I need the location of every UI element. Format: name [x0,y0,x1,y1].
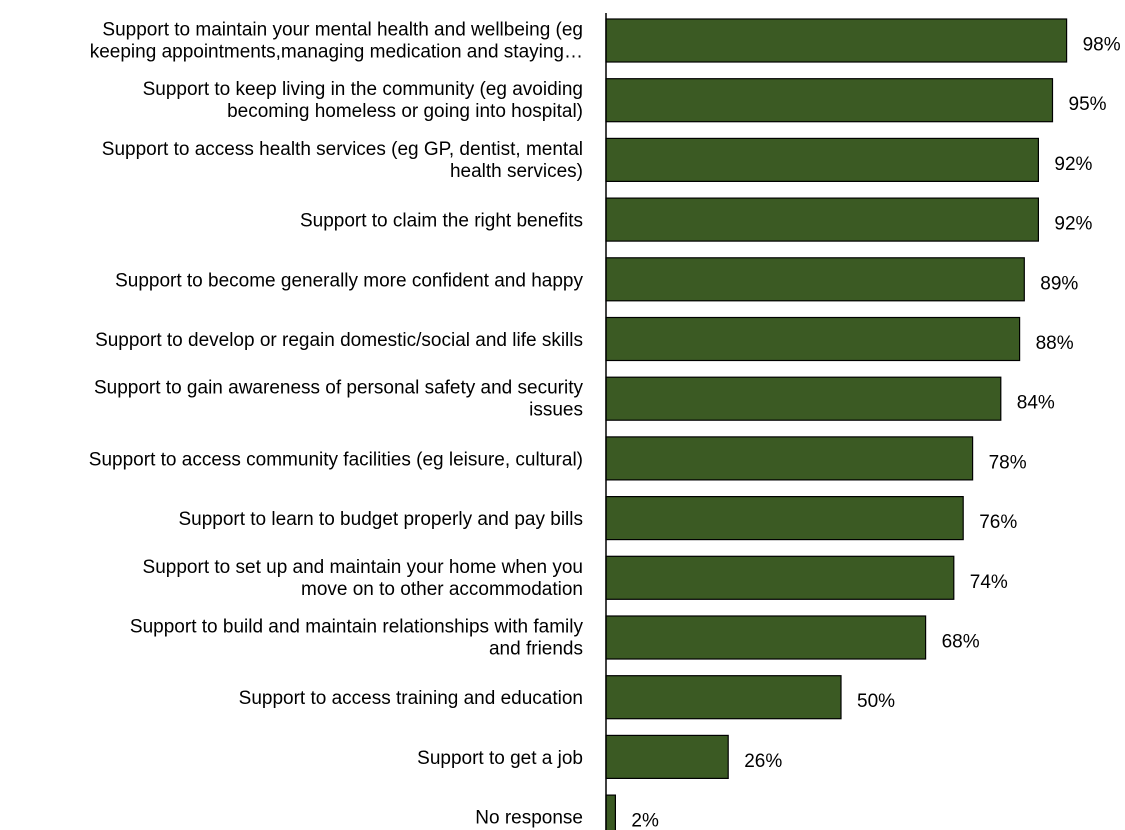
value-label-12: 26% [744,751,782,772]
bar-12 [605,734,729,780]
value-label-10: 68% [942,632,980,653]
value-label-5: 88% [1036,333,1074,354]
bar-9 [605,555,955,600]
category-label-1: Support to keep living in the community … [143,79,583,122]
value-label-6: 84% [1017,393,1055,414]
category-label-8: Support to learn to budget properly and … [178,509,583,530]
category-label-2: Support to access health services (eg GP… [102,139,583,182]
bar-8 [605,496,964,541]
category-label-6: Support to gain awareness of personal sa… [94,378,584,421]
bar-3 [605,197,1039,242]
category-label-12: Support to get a job [417,748,583,769]
value-label-4: 89% [1040,273,1078,294]
bar-0 [605,18,1068,63]
value-label-1: 95% [1069,94,1107,115]
value-label-7: 78% [989,452,1027,473]
bar-6 [605,376,1002,421]
category-label-13: No response [475,808,583,829]
bar-13 [605,794,616,830]
category-label-4: Support to become generally more confide… [115,270,583,291]
bar-11 [605,675,842,720]
value-label-9: 74% [970,572,1008,593]
category-label-11: Support to access training and education [239,688,583,709]
value-label-0: 98% [1083,35,1121,56]
bar-1 [605,78,1054,123]
category-label-7: Support to access community facilities (… [89,449,583,470]
bar-10 [605,615,927,660]
bar-7 [605,436,974,481]
value-label-8: 76% [979,512,1017,533]
value-label-3: 92% [1054,214,1092,235]
category-label-9: Support to set up and maintain your home… [143,557,583,600]
value-label-13: 2% [631,811,659,830]
category-label-5: Support to develop or regain domestic/so… [95,330,583,351]
bar-2 [605,137,1039,182]
bar-4 [605,257,1025,302]
value-label-2: 92% [1054,154,1092,175]
value-label-11: 50% [857,691,895,712]
category-label-3: Support to claim the right benefits [300,211,583,232]
bar-5 [605,316,1021,362]
category-label-10: Support to build and maintain relationsh… [130,617,584,660]
category-label-0: Support to maintain your mental health a… [90,20,583,63]
